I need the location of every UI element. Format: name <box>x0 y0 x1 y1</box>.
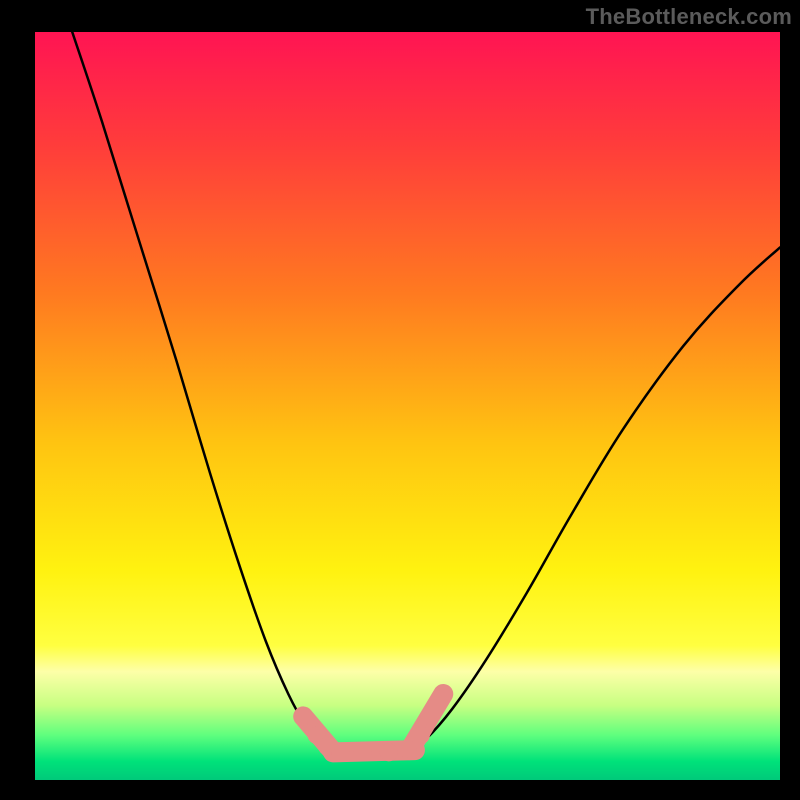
plot-gradient-bg <box>35 32 780 780</box>
marker-dot <box>431 690 449 708</box>
marker-dot <box>399 740 417 758</box>
watermark-text: TheBottleneck.com <box>586 4 792 30</box>
marker-dot <box>354 743 372 761</box>
bottleneck-chart-svg <box>0 0 800 800</box>
marker-dot <box>331 743 349 761</box>
marker-dot <box>421 707 439 725</box>
marker-dot <box>380 743 398 761</box>
marker-dot <box>294 707 312 725</box>
marker-dot <box>412 726 430 744</box>
